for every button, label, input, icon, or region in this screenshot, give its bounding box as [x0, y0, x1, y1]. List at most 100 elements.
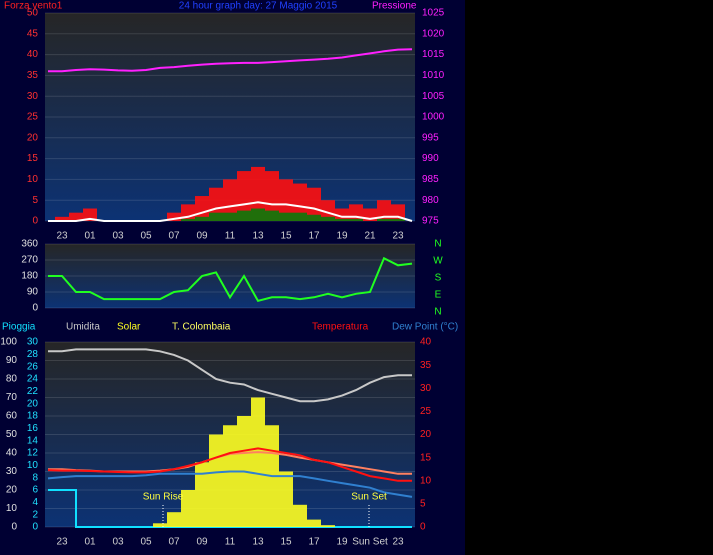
y-tick-label: 360: [21, 239, 38, 250]
y-tick-label: 20: [27, 132, 39, 143]
rain-tick-label: 0: [32, 522, 38, 533]
bar: [335, 218, 349, 221]
rain-tick-label: 20: [27, 398, 39, 409]
x-tick-label: 09: [196, 231, 208, 242]
y2-tick-label: 15: [420, 452, 432, 463]
rain-tick-label: 8: [32, 472, 38, 483]
x-tick-label: 05: [140, 231, 152, 242]
y-tick-label: 90: [6, 355, 18, 366]
bar: [237, 171, 251, 221]
y-tick-label: 50: [27, 8, 39, 19]
x-tick-label: 05: [140, 537, 152, 548]
bar: [209, 434, 223, 527]
bar: [195, 216, 209, 221]
y-tick-label: 50: [6, 429, 18, 440]
y-tick-label: 90: [27, 287, 39, 298]
y2-tick-label: 995: [422, 132, 439, 143]
rain-tick-label: 4: [32, 497, 38, 508]
y-tick-label: 30: [6, 466, 18, 477]
bar: [293, 504, 307, 527]
y-tick-label: 35: [27, 70, 39, 81]
x-tick-label: 07: [168, 231, 180, 242]
y2-tick-label: 1000: [422, 112, 445, 123]
rain-tick-label: 26: [27, 361, 39, 372]
rain-tick-label: 30: [27, 337, 39, 348]
y-tick-label: 40: [27, 49, 39, 60]
y-tick-label: 0: [11, 522, 17, 533]
bar: [307, 214, 321, 221]
bar: [349, 218, 363, 221]
series-line: [47, 470, 413, 498]
y2-tick-label: 20: [420, 429, 432, 440]
bar: [307, 519, 321, 527]
y-tick-label: 10: [27, 174, 39, 185]
x-tick-label: 11: [225, 231, 236, 242]
x-tick-label: 19: [336, 231, 348, 242]
legend-label: Dew Point (°C): [392, 322, 458, 333]
y2-tick-label: 0: [420, 522, 426, 533]
y2-tick-label: 1025: [422, 8, 445, 19]
bar: [391, 218, 405, 221]
legend-label: Umidita: [66, 322, 100, 333]
y-tick-label: 70: [6, 392, 18, 403]
bar: [321, 200, 335, 221]
y-tick-label: 30: [27, 91, 39, 102]
x-tick-label: 01: [84, 537, 96, 548]
y2-tick-label: 1005: [422, 91, 445, 102]
y-tick-label: 100: [0, 337, 17, 348]
bar: [293, 183, 307, 221]
bar: [251, 397, 265, 527]
bar: [181, 218, 195, 221]
x-tick-label: 17: [308, 231, 320, 242]
x-tick-label: 23: [392, 537, 404, 548]
bar: [293, 212, 307, 221]
x-tick-label: 11: [225, 537, 236, 548]
rain-tick-label: 28: [27, 349, 39, 360]
bar: [167, 212, 181, 221]
y2-tick-label: 1010: [422, 70, 445, 81]
rain-tick-label: 14: [27, 435, 39, 446]
compass-label: E: [435, 290, 442, 301]
bar: [321, 216, 335, 221]
rain-tick-label: 6: [32, 485, 38, 496]
y-tick-label: 0: [32, 216, 38, 227]
y2-tick-label: 5: [420, 499, 426, 510]
rain-tick-label: 10: [27, 460, 39, 471]
y-tick-label: 80: [6, 374, 18, 385]
legend-label: Temperatura: [312, 322, 369, 333]
legend-label: Solar: [117, 322, 141, 333]
y2-tick-label: 10: [420, 475, 432, 486]
bar: [251, 166, 265, 221]
x-tick-label: 15: [280, 537, 292, 548]
x-tick-label: 03: [112, 537, 124, 548]
rain-tick-label: 16: [27, 423, 39, 434]
y-tick-label: 15: [27, 153, 39, 164]
legend-label: T. Colombaia: [172, 322, 231, 333]
bar: [279, 212, 293, 221]
compass-label: W: [433, 256, 443, 267]
x-tick-label: Sun Set: [352, 537, 388, 548]
x-tick-label: 13: [252, 537, 264, 548]
y-tick-label: 10: [6, 503, 18, 514]
bar: [223, 212, 237, 221]
y-axis-label: Forza vento1: [4, 1, 63, 12]
series-line: [48, 348, 412, 403]
bar: [223, 425, 237, 527]
bar: [55, 216, 69, 221]
rain-tick-label: 2: [32, 509, 38, 520]
bar: [83, 208, 97, 221]
y2-tick-label: 1020: [422, 28, 445, 39]
y-tick-label: 0: [32, 303, 38, 314]
y-tick-label: 60: [6, 411, 18, 422]
y2-tick-label: 975: [422, 216, 439, 227]
legend-label: Pioggia: [2, 322, 36, 333]
y2-tick-label: 35: [420, 360, 432, 371]
y-tick-label: 5: [32, 195, 38, 206]
x-tick-label: 23: [392, 231, 404, 242]
annotation: Sun Set: [351, 492, 387, 503]
y2-tick-label: 30: [420, 383, 432, 394]
y-tick-label: 25: [27, 112, 39, 123]
bar: [251, 208, 265, 221]
rain-tick-label: 24: [27, 374, 39, 385]
bar: [265, 210, 279, 221]
